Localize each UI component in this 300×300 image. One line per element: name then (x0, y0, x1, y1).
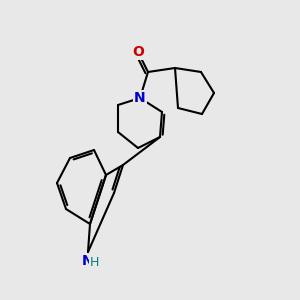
Text: H: H (89, 256, 99, 268)
Text: N: N (82, 254, 94, 268)
Text: N: N (134, 91, 146, 105)
Text: O: O (132, 45, 144, 59)
